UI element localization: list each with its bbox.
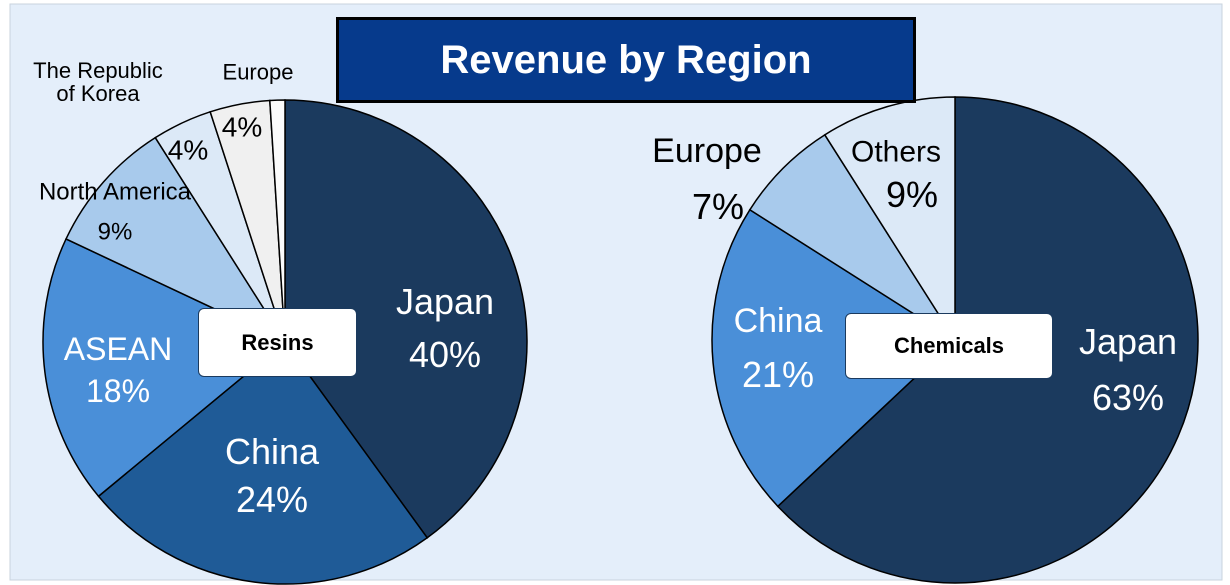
value-label: 18% xyxy=(85,373,151,410)
value-label: 40% xyxy=(408,334,482,376)
value-label: 9% xyxy=(97,218,133,246)
value-label: 9% xyxy=(885,174,939,216)
slice-label: China xyxy=(733,302,823,341)
value-label: 21% xyxy=(741,354,815,396)
pie-slice xyxy=(748,133,956,341)
value-label: 7% xyxy=(691,186,745,228)
value-label: 4% xyxy=(221,111,263,143)
pie-slice xyxy=(97,340,429,585)
slice-label: North America xyxy=(38,178,192,206)
pie-slice xyxy=(65,136,288,344)
pie-slice xyxy=(42,237,287,498)
slice-label: The Republic of Korea xyxy=(33,57,163,106)
value-label: 4% xyxy=(167,134,209,166)
pie-slice xyxy=(823,96,956,343)
chart-title: Revenue by Region xyxy=(336,17,916,103)
pie-name: Resins xyxy=(198,308,357,377)
slice-label: ASEAN xyxy=(63,331,173,368)
pie-slice xyxy=(269,99,286,343)
slice-label: Japan xyxy=(1078,321,1178,363)
slice-label: Others xyxy=(850,135,942,169)
value-label: 24% xyxy=(235,479,309,521)
slice-label: Japan xyxy=(395,281,495,323)
pie-slice xyxy=(284,99,528,539)
slice-label: China xyxy=(224,431,320,473)
value-label: 63% xyxy=(1091,377,1165,419)
slice-label: Europe xyxy=(222,59,294,85)
slice-label: Europe xyxy=(652,132,762,171)
pie-name: Chemicals xyxy=(845,313,1053,379)
pie-slice xyxy=(711,208,957,508)
